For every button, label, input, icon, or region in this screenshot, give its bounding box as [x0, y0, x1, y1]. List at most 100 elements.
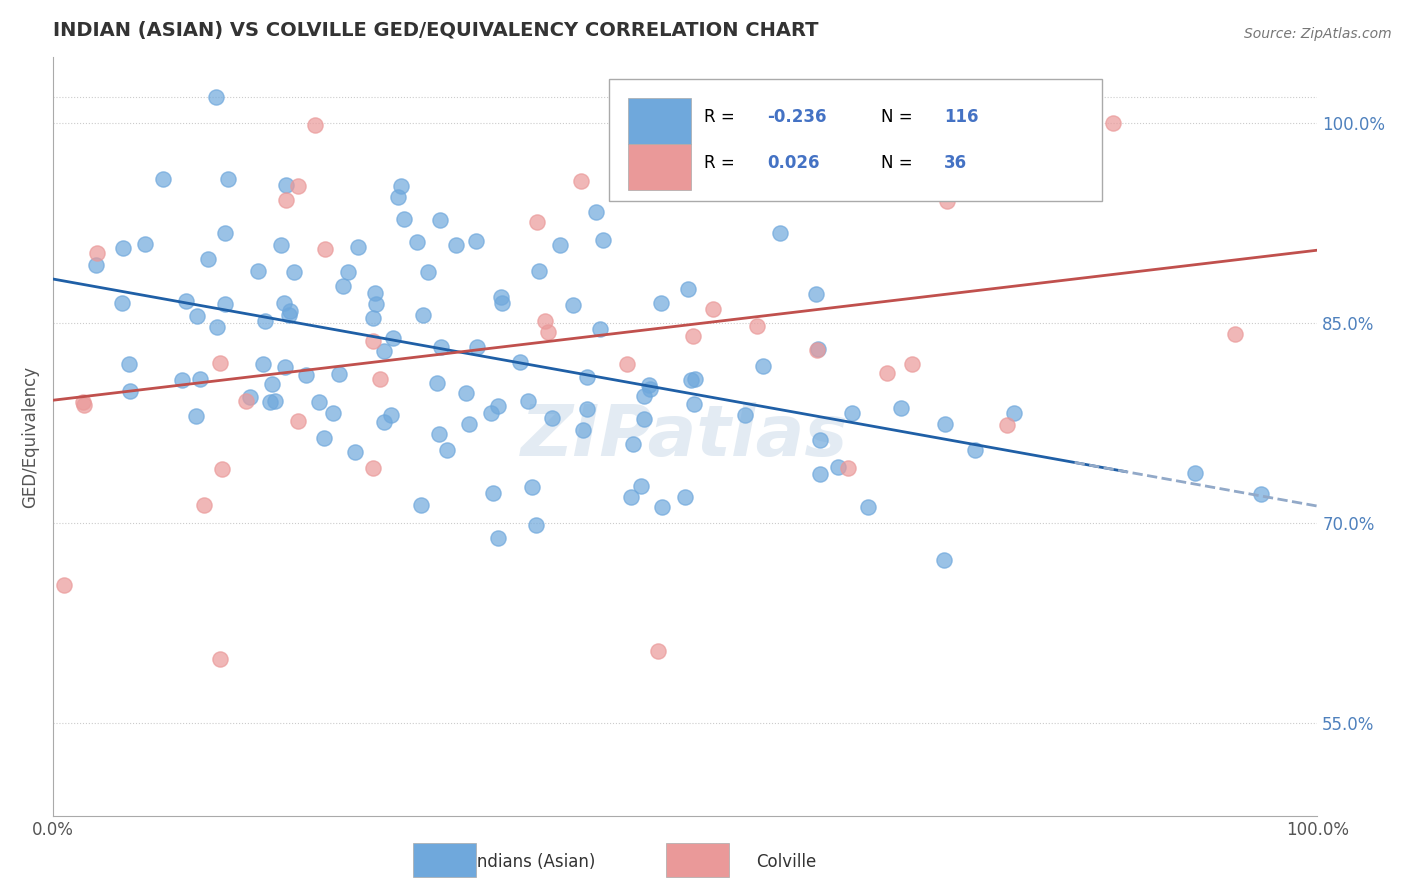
Point: [827, 460, 849, 475]
Point: [364, 286, 387, 301]
Point: [479, 406, 502, 420]
Point: [381, 330, 404, 344]
Point: [481, 486, 503, 500]
Point: [429, 340, 451, 354]
Point: [592, 233, 614, 247]
Point: [995, 417, 1018, 432]
Text: Indians (Asian): Indians (Asian): [471, 853, 595, 871]
Point: [287, 414, 309, 428]
Point: [585, 205, 607, 219]
Point: [174, 293, 197, 308]
Point: [454, 385, 477, 400]
Point: [548, 238, 571, 252]
Point: [322, 406, 344, 420]
Point: [427, 427, 450, 442]
Point: [204, 89, 226, 103]
Point: [347, 240, 370, 254]
Y-axis label: GED/Equivalency: GED/Equivalency: [21, 366, 39, 508]
Point: [361, 310, 384, 325]
Point: [876, 366, 898, 380]
Point: [152, 172, 174, 186]
Point: [208, 652, 231, 666]
Point: [197, 252, 219, 266]
Text: ZIPatlas: ZIPatlas: [522, 402, 849, 471]
Point: [901, 357, 924, 371]
Point: [673, 490, 696, 504]
Point: [308, 395, 330, 409]
Text: Source: ZipAtlas.com: Source: ZipAtlas.com: [1244, 27, 1392, 41]
Point: [274, 178, 297, 193]
Point: [562, 298, 585, 312]
Point: [702, 302, 724, 317]
Point: [623, 437, 645, 451]
Point: [412, 308, 434, 322]
Point: [589, 322, 612, 336]
Point: [186, 310, 208, 324]
Point: [1002, 407, 1025, 421]
Point: [491, 295, 513, 310]
Point: [651, 500, 673, 514]
Point: [361, 334, 384, 349]
Point: [734, 408, 756, 422]
Point: [373, 343, 395, 358]
Point: [465, 234, 488, 248]
Text: INDIAN (ASIAN) VS COLVILLE GED/EQUIVALENCY CORRELATION CHART: INDIAN (ASIAN) VS COLVILLE GED/EQUIVALEN…: [52, 21, 818, 40]
Point: [769, 227, 792, 241]
Point: [745, 318, 768, 333]
Point: [193, 498, 215, 512]
Point: [332, 279, 354, 293]
Point: [541, 411, 564, 425]
Point: [270, 238, 292, 252]
Point: [411, 498, 433, 512]
Point: [963, 443, 986, 458]
Point: [807, 343, 830, 357]
Point: [935, 194, 957, 208]
Point: [312, 431, 335, 445]
Point: [752, 359, 775, 374]
Point: [262, 377, 284, 392]
Point: [274, 193, 297, 207]
Point: [934, 417, 956, 431]
Point: [1101, 116, 1123, 130]
Point: [416, 265, 439, 279]
FancyBboxPatch shape: [666, 843, 730, 877]
Point: [650, 296, 672, 310]
Point: [214, 297, 236, 311]
Point: [486, 399, 509, 413]
Point: [1223, 327, 1246, 342]
Point: [209, 356, 232, 370]
Point: [111, 295, 134, 310]
Point: [616, 357, 638, 371]
Point: [1250, 487, 1272, 501]
Point: [72, 394, 94, 409]
Point: [683, 397, 706, 411]
Point: [841, 407, 863, 421]
Point: [808, 467, 831, 482]
Point: [278, 308, 301, 322]
Point: [429, 213, 451, 227]
Point: [457, 417, 479, 431]
Point: [676, 282, 699, 296]
Point: [520, 480, 543, 494]
Point: [517, 393, 540, 408]
Point: [314, 242, 336, 256]
Point: [392, 211, 415, 226]
Point: [295, 368, 318, 382]
Point: [683, 371, 706, 385]
Point: [235, 394, 257, 409]
Point: [188, 372, 211, 386]
Point: [575, 401, 598, 416]
Point: [444, 237, 467, 252]
Point: [246, 263, 269, 277]
Point: [259, 395, 281, 409]
FancyBboxPatch shape: [628, 144, 692, 190]
Point: [253, 314, 276, 328]
Point: [118, 357, 141, 371]
Text: 116: 116: [945, 109, 979, 127]
FancyBboxPatch shape: [413, 843, 477, 877]
Point: [806, 287, 828, 301]
Point: [112, 241, 135, 255]
Point: [387, 190, 409, 204]
Point: [287, 178, 309, 193]
Point: [572, 424, 595, 438]
